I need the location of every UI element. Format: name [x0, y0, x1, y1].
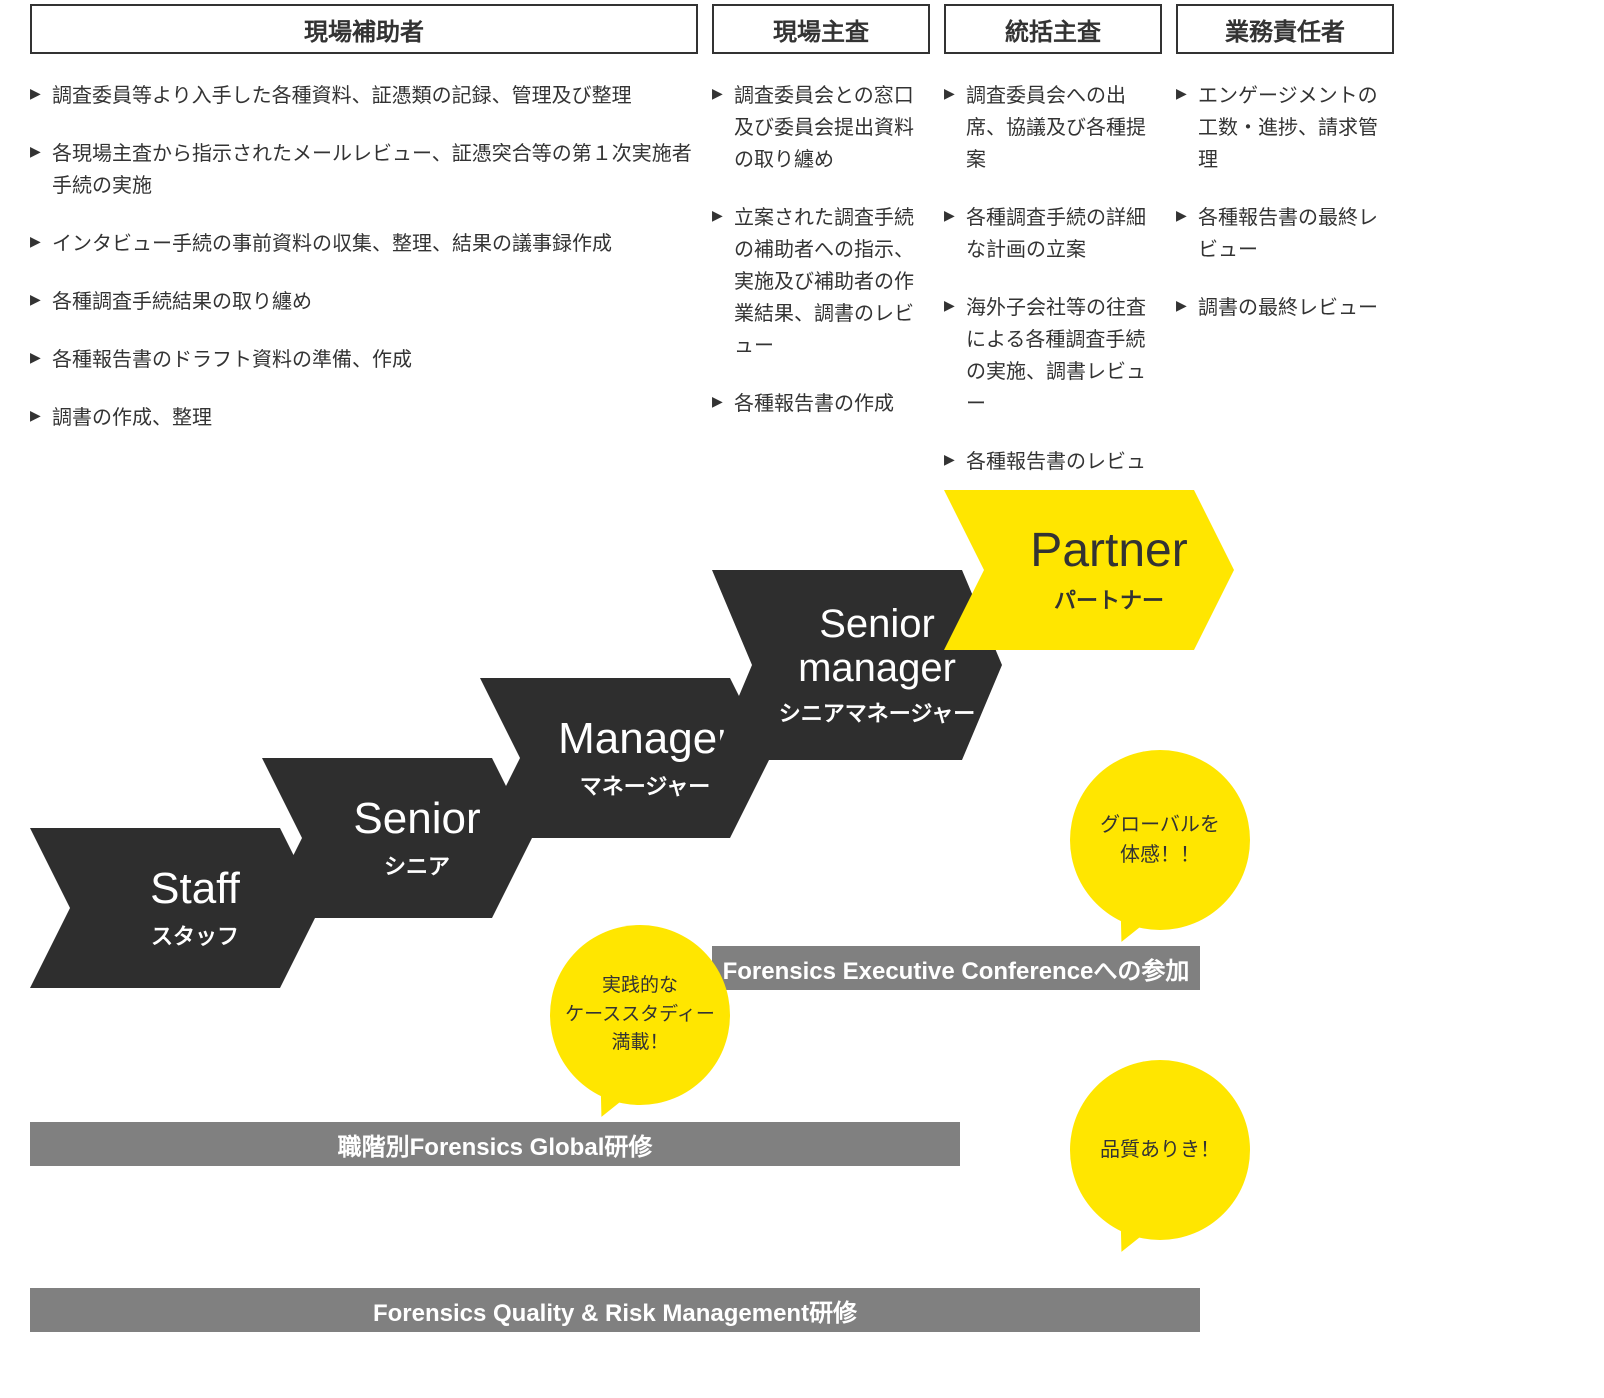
bullet-item: 立案された調査手続の補助者への指示、実施及び補助者の作業結果、調書のレビュー: [712, 202, 930, 362]
career-step-title-ja: マネージャー: [580, 769, 710, 801]
role-bullets: 調査委員会への出席、協議及び各種提案各種調査手続の詳細な計画の立案海外子会社等の…: [944, 80, 1162, 536]
speech-bubble-text: 品質ありき！: [1100, 1135, 1220, 1165]
bullet-item: 各種調査手続結果の取り纏め: [30, 286, 698, 318]
bullet-item: 調書の作成、整理: [30, 402, 698, 434]
column-header: 業務責任者: [1176, 4, 1394, 54]
bullet-item: 調査委員会への出席、協議及び各種提案: [944, 80, 1162, 176]
bullet-item: 各種報告書の作成: [712, 388, 930, 420]
bullet-item: 各現場主査から指示されたメールレビュー、証憑突合等の第１次実施者手続の実施: [30, 138, 698, 202]
career-step-title-en: Partner: [1030, 525, 1187, 578]
bullet-item: 調査委員等より入手した各種資料、証憑類の記録、管理及び整理: [30, 80, 698, 112]
speech-bubble-text: 実践的な ケーススタディー 満載！: [565, 972, 715, 1058]
role-bullets: エンゲージメントの工数・進捗、請求管理各種報告書の最終レビュー調書の最終レビュー: [1176, 80, 1394, 350]
bullet-item: エンゲージメントの工数・進捗、請求管理: [1176, 80, 1394, 176]
speech-bubble: 品質ありき！: [1070, 1060, 1250, 1240]
bullet-item: インタビュー手続の事前資料の収集、整理、結果の議事録作成: [30, 228, 698, 260]
speech-bubble-text: グローバルを 体感！！: [1100, 810, 1220, 870]
role-bullets: 調査委員会との窓口及び委員会提出資料の取り纏め立案された調査手続の補助者への指示…: [712, 80, 930, 446]
career-step-title-ja: シニアマネージャー: [779, 696, 975, 728]
career-step-title-en: Manager: [558, 715, 732, 763]
career-step-title-ja: スタッフ: [151, 919, 239, 951]
career-step-title-en: Staff: [150, 865, 240, 913]
bullet-item: 調書の最終レビュー: [1176, 292, 1394, 324]
career-step: Senior managerシニアマネージャー: [712, 570, 1002, 760]
career-step: Senior シニア: [262, 758, 532, 918]
career-step-title-ja: パートナー: [1054, 583, 1164, 615]
training-bar: 職階別Forensics Global研修: [30, 1122, 960, 1166]
bullet-item: 海外子会社等の往査による各種調査手続の実施、調書レビュー: [944, 292, 1162, 420]
training-bar: Forensics Executive Conferenceへの参加: [712, 946, 1200, 990]
bullet-item: 調査委員会との窓口及び委員会提出資料の取り纏め: [712, 80, 930, 176]
bullet-item: 各種報告書の最終レビュー: [1176, 202, 1394, 266]
career-step-title-ja: シニア: [384, 849, 450, 881]
role-bullets: 調査委員等より入手した各種資料、証憑類の記録、管理及び整理各現場主査から指示され…: [30, 80, 698, 460]
speech-bubble: グローバルを 体感！！: [1070, 750, 1250, 930]
training-bar: Forensics Quality & Risk Management研修: [30, 1288, 1200, 1332]
bullet-item: 各種報告書のドラフト資料の準備、作成: [30, 344, 698, 376]
career-step-title-en: Senior: [353, 795, 480, 843]
column-header: 統括主査: [944, 4, 1162, 54]
column-header: 現場主査: [712, 4, 930, 54]
column-header: 現場補助者: [30, 4, 698, 54]
speech-bubble: 実践的な ケーススタディー 満載！: [550, 925, 730, 1105]
bullet-item: 各種調査手続の詳細な計画の立案: [944, 202, 1162, 266]
career-step: Partner パートナー: [944, 490, 1234, 650]
